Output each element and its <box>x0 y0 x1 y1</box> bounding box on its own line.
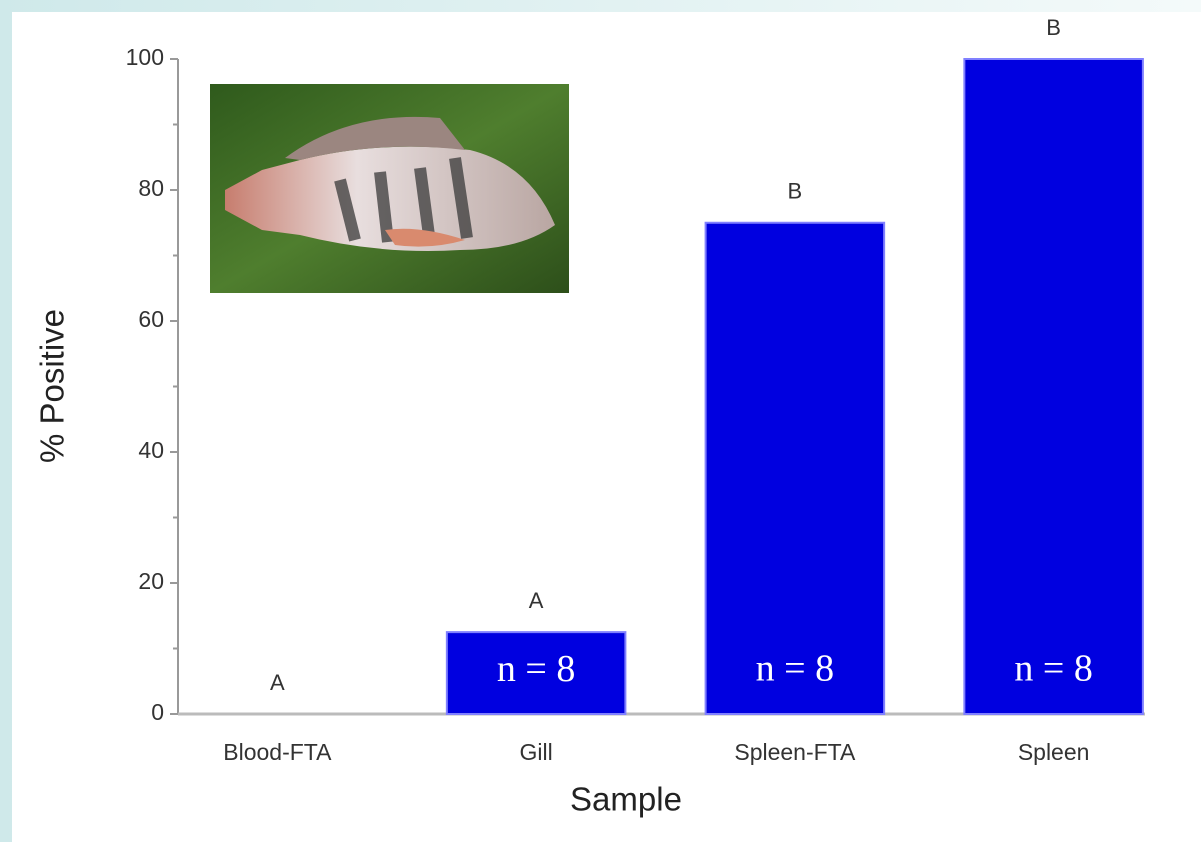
chart: % Positive Sample 0 20 40 60 80 100 Blood-FTA A… <box>0 0 1201 842</box>
x-tick-label: Gill <box>520 739 553 765</box>
group-label: A <box>529 588 544 613</box>
group-label: B <box>1046 15 1061 40</box>
y-tick-label: 80 <box>138 175 164 201</box>
group-label: B <box>788 179 803 204</box>
y-axis-title: % Positive <box>34 309 71 463</box>
n-label: n = 8 <box>497 648 575 690</box>
n-label: n = 8 <box>1014 648 1092 690</box>
bar <box>964 59 1143 714</box>
n-label: n = 8 <box>756 648 834 690</box>
x-tick-label: Blood-FTA <box>223 739 332 765</box>
y-tick-label: 40 <box>138 437 164 463</box>
group-label: A <box>270 670 285 695</box>
y-tick-label: 60 <box>138 306 164 332</box>
bar <box>706 223 885 714</box>
fish-photo <box>210 84 569 293</box>
x-tick-label: Spleen-FTA <box>734 739 856 765</box>
y-tick-label: 0 <box>151 699 164 725</box>
x-tick-label: Spleen <box>1018 739 1090 765</box>
y-tick-label: 20 <box>138 568 164 594</box>
x-axis-title: Sample <box>570 781 682 818</box>
y-tick-label: 100 <box>126 44 164 70</box>
